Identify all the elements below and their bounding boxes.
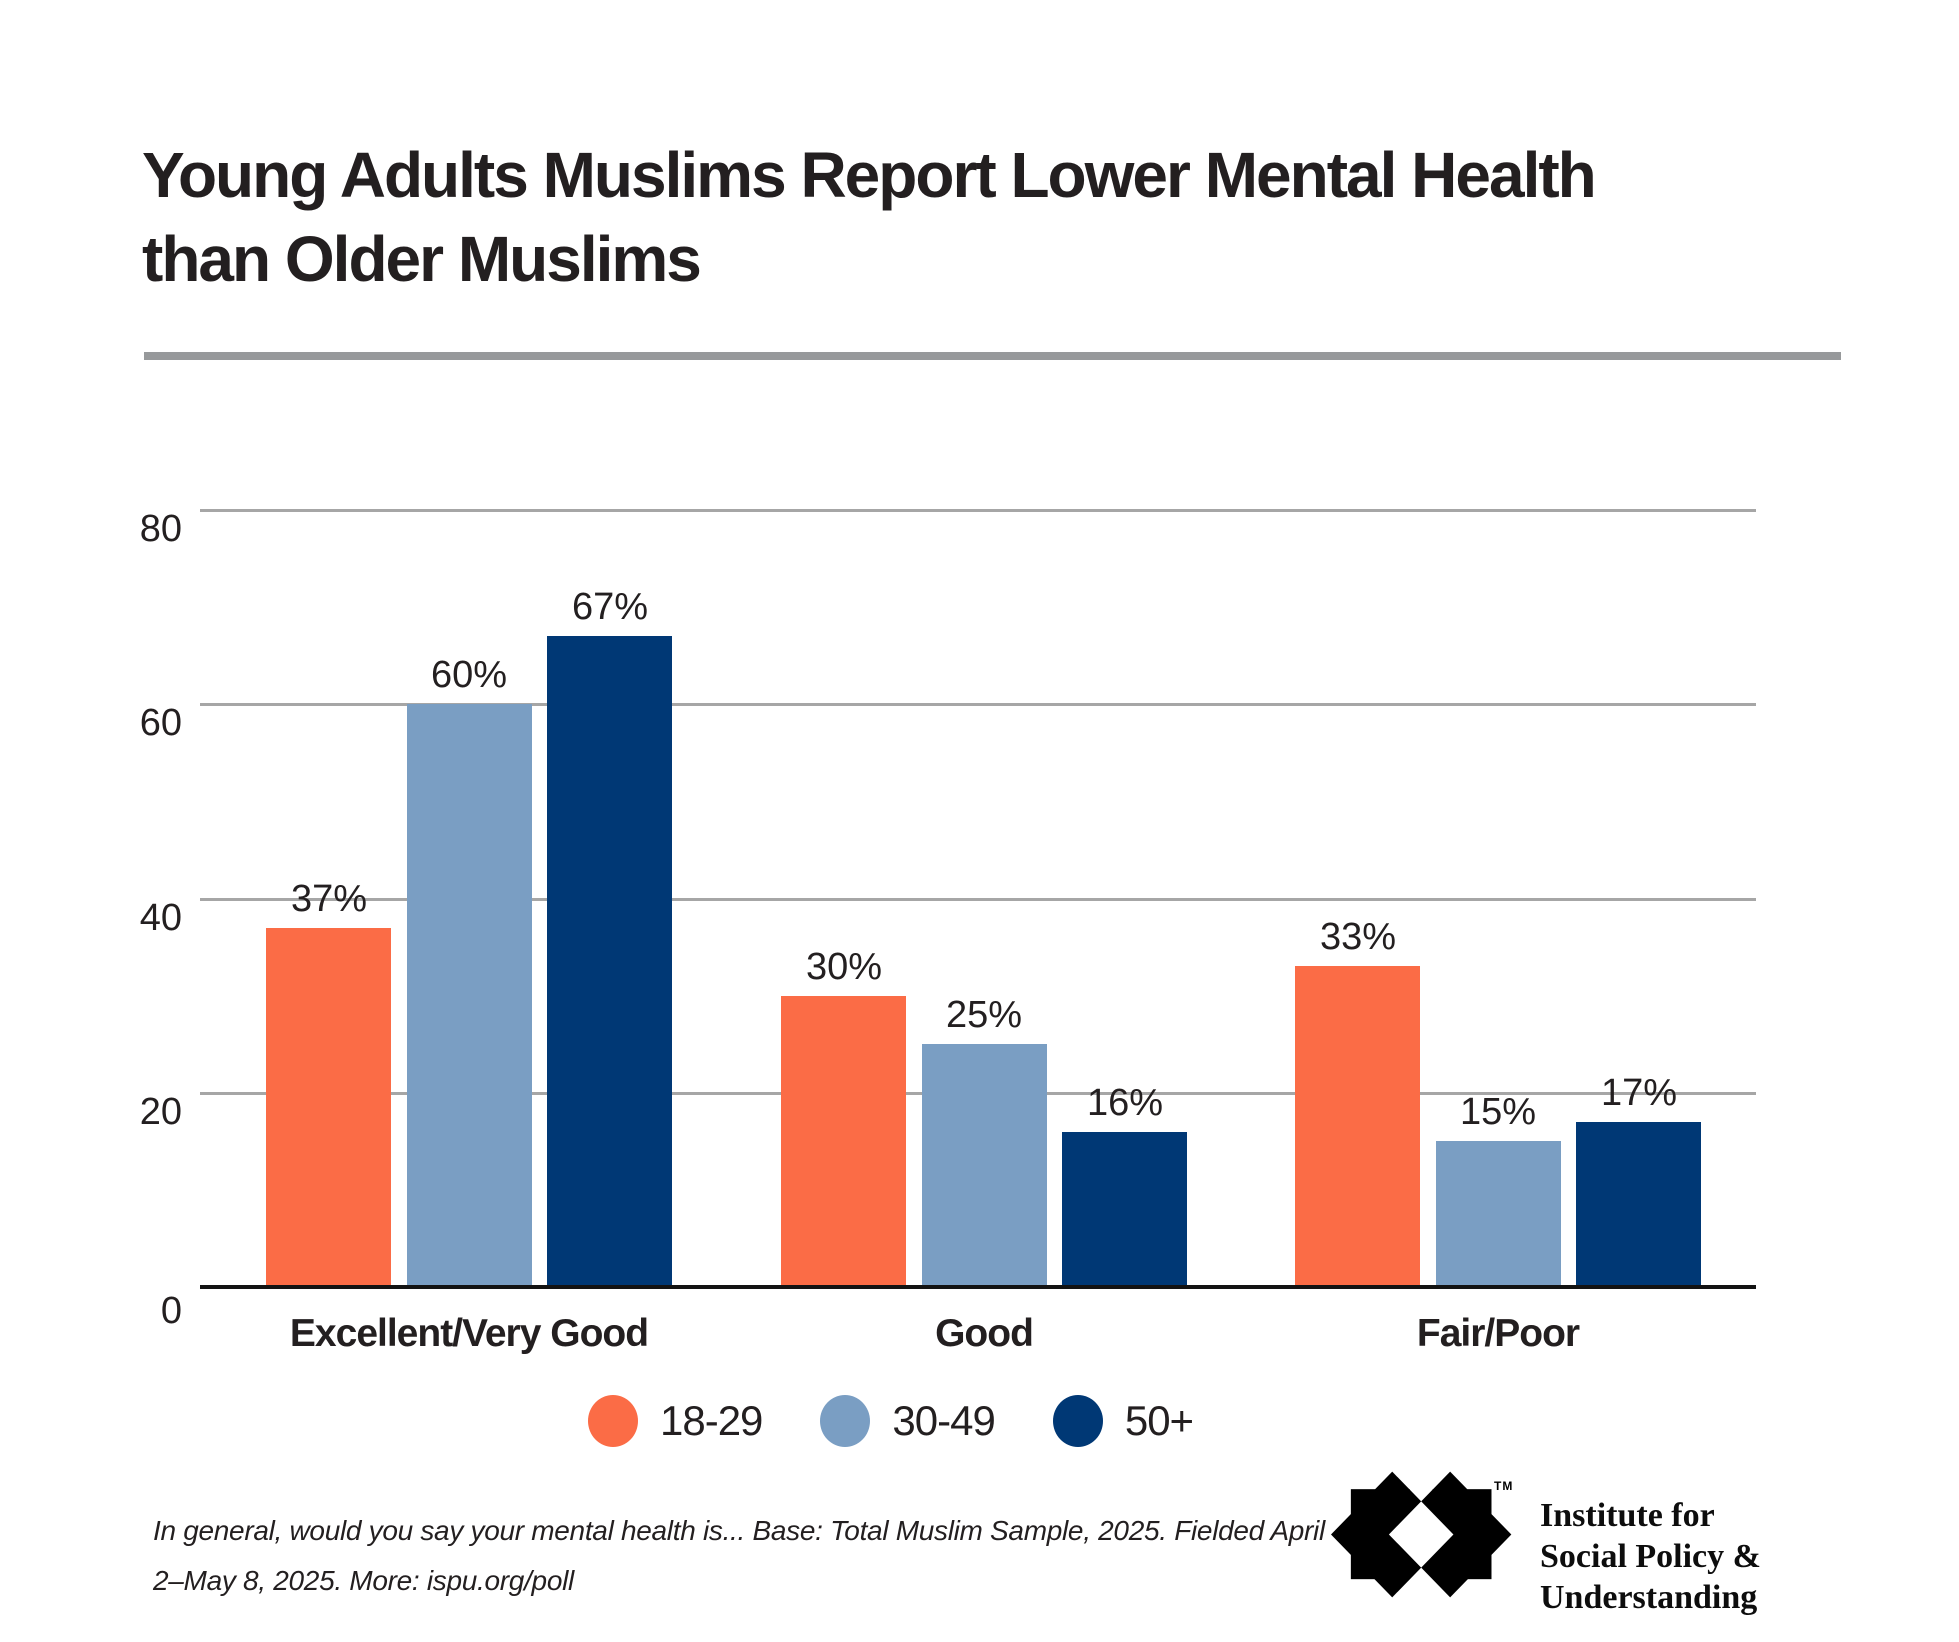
legend-label: 30-49	[892, 1397, 995, 1444]
gridline-40	[200, 898, 1756, 901]
y-axis-label-60: 60	[139, 702, 182, 744]
bar-18-29-Excellent/Very Good	[266, 928, 391, 1287]
chart-legend: 18-29 30-49 50+	[588, 1395, 1194, 1447]
legend-swatch-icon	[588, 1395, 638, 1447]
logo-text-line-3: Understanding	[1540, 1579, 1758, 1616]
ispu-star-icon	[1331, 1471, 1512, 1598]
footnote-line-1: In general, would you say your mental he…	[153, 1515, 1325, 1546]
bar-value-label: 25%	[945, 994, 1023, 1036]
bar-30-49-Good	[922, 1044, 1047, 1287]
legend-swatch-icon	[1052, 1395, 1103, 1447]
y-axis-label-20: 20	[139, 1091, 182, 1133]
x-axis-baseline	[200, 1285, 1756, 1289]
bar-value-label: 17%	[1600, 1072, 1678, 1114]
bar-value-label: 33%	[1319, 916, 1397, 958]
bar-30-49-Fair/Poor	[1436, 1141, 1561, 1287]
bar-30-49-Excellent/Very Good	[407, 704, 532, 1287]
bar-18-29-Good	[781, 996, 906, 1287]
gridline-60	[200, 703, 1756, 706]
bar-value-label: 30%	[805, 946, 883, 988]
bar-value-label: 37%	[290, 878, 368, 920]
legend-label: 18-29	[660, 1397, 763, 1444]
footnote-line-2: 2–May 8, 2025. More: ispu.org/poll	[153, 1565, 574, 1596]
bar-50+-Excellent/Very Good	[547, 636, 672, 1287]
title-divider-rule	[144, 352, 1841, 360]
legend-item-50+: 50+	[1052, 1395, 1194, 1447]
ispu-logo-wordmark: Institute for Social Policy & Understand…	[1540, 1495, 1761, 1618]
bar-value-label: 15%	[1459, 1091, 1537, 1133]
chart-title-line-2: than Older Muslims	[142, 223, 702, 295]
chart-title-line-1: Young Adults Muslims Report Lower Mental…	[142, 139, 1597, 211]
category-label-Good: Good	[935, 1312, 1034, 1355]
ispu-logo: TM Institute for Social Policy & Underst…	[1331, 1471, 1761, 1616]
category-label-Fair/Poor: Fair/Poor	[1416, 1312, 1580, 1355]
bar-50+-Good	[1062, 1132, 1187, 1287]
bar-value-label: 60%	[430, 654, 508, 696]
trademark-symbol: TM	[1494, 1479, 1514, 1493]
y-axis-label-80: 80	[139, 508, 182, 550]
bar-value-label: 16%	[1086, 1082, 1164, 1124]
bar-value-label: 67%	[571, 586, 649, 628]
legend-item-30-49: 30-49	[820, 1395, 996, 1447]
bar-18-29-Fair/Poor	[1295, 966, 1420, 1287]
y-axis-label-0: 0	[160, 1290, 182, 1332]
legend-label: 50+	[1124, 1397, 1194, 1444]
category-label-Excellent/Very Good: Excellent/Very Good	[289, 1312, 649, 1355]
legend-item-18-29: 18-29	[588, 1395, 763, 1447]
logo-text-line-1: Institute for	[1540, 1497, 1715, 1534]
legend-swatch-icon	[820, 1395, 871, 1447]
gridline-80	[200, 509, 1756, 512]
footnote: In general, would you say your mental he…	[153, 1506, 1325, 1606]
bar-50+-Fair/Poor	[1576, 1122, 1701, 1287]
logo-text-line-2: Social Policy &	[1540, 1538, 1761, 1575]
y-axis-label-40: 40	[139, 897, 182, 939]
